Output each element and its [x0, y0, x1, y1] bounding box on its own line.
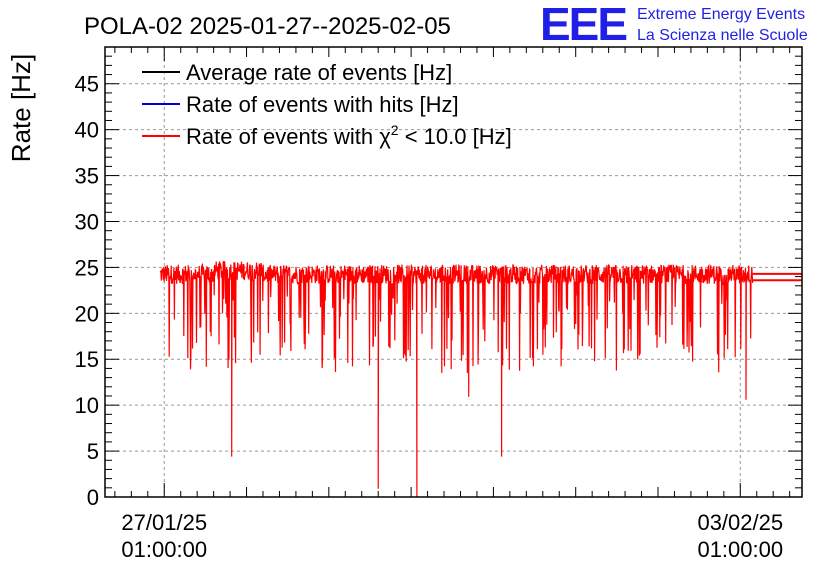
legend-label-tail: < 10.0 [Hz] [399, 124, 512, 149]
red-series-line [159, 261, 754, 498]
y-tick-label: 15 [75, 347, 99, 372]
x-tick-date-label: 03/02/25 [697, 510, 783, 535]
plot-frame [104, 46, 803, 498]
series-area [159, 261, 802, 498]
axis-ticks [105, 46, 802, 498]
x-tick-date-label: 27/01/25 [121, 510, 207, 535]
eee-logo-line2: La Scienza nelle Scuole [637, 27, 808, 44]
y-tick-label: 45 [75, 72, 99, 97]
chart-title: POLA-02 2025-01-27--2025-02-05 [84, 13, 451, 40]
y-tick-label: 35 [75, 164, 99, 189]
y-tick-label: 5 [87, 439, 99, 464]
legend-label: Average rate of events [Hz] [186, 60, 452, 85]
y-axis-label: Rate [Hz] [6, 54, 36, 162]
y-tick-label: 10 [75, 393, 99, 418]
y-tick-labels: 0 5 10 15 20 25 30 35 40 45 [75, 72, 99, 510]
y-tick-label: 40 [75, 118, 99, 143]
x-tick-time-label: 01:00:00 [121, 537, 207, 562]
legend: Average rate of events [Hz] Rate of event… [142, 60, 512, 149]
eee-logo-line1: Extreme Energy Events [637, 6, 805, 23]
legend-label: Rate of events with χ2 < 10.0 [Hz] [186, 122, 512, 149]
eee-logo-text: EEE [540, 0, 626, 50]
eee-logo: EEE Extreme Energy Events La Scienza nel… [540, 0, 808, 50]
y-tick-label: 0 [87, 485, 99, 510]
y-tick-label: 20 [75, 301, 99, 326]
y-tick-label: 30 [75, 209, 99, 234]
legend-superscript: 2 [391, 122, 399, 138]
legend-label: Rate of events with hits [Hz] [186, 92, 459, 117]
x-tick-time-label: 01:00:00 [697, 537, 783, 562]
legend-chi-symbol: χ [379, 124, 391, 149]
y-tick-label: 25 [75, 255, 99, 280]
